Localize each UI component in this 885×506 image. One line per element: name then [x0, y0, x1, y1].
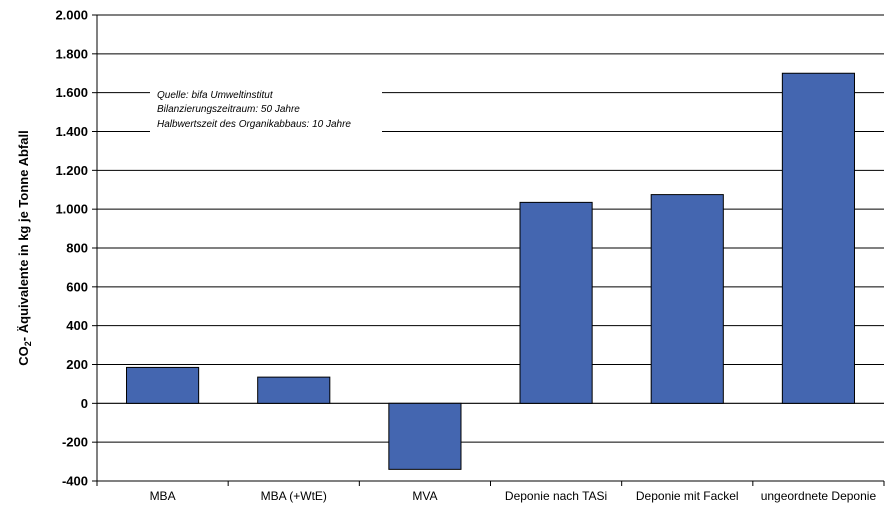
- bar: [388, 402, 462, 470]
- y-tick-label: 1.800: [55, 46, 88, 61]
- x-tick-label: Deponie nach TASi: [505, 489, 607, 503]
- y-tick-label: 2.000: [55, 8, 88, 23]
- x-tick-labels: MBA MBA (+WtE) MVA Deponie nach TASi Deponie…: [96, 481, 885, 503]
- y-tick-labels: 2.000 1.800 1.600 1.400 1.200 1.000 800 600 400 2…: [55, 8, 88, 489]
- y-tick-label: 200: [66, 357, 88, 372]
- y-axis-label: CO2- Äquivalente in kg je Tonne Abfall: [16, 130, 33, 365]
- y-tick-label: 1.600: [55, 85, 88, 100]
- bar: [781, 72, 855, 404]
- y-axis-label-rest: - Äquivalente in kg je Tonne Abfall: [16, 130, 31, 341]
- annotation: Quelle: bifa Umweltinstitut Bilanzierung…: [150, 85, 382, 141]
- bar: [126, 366, 200, 404]
- annotation-halflife: Halbwertszeit des Organikabbaus: 10 Jahr…: [157, 119, 351, 130]
- y-tick-label: 400: [66, 318, 88, 333]
- y-tick-label: -400: [62, 474, 88, 489]
- y-tick-label: 1.000: [55, 202, 88, 217]
- y-tick-label: 1.400: [55, 124, 88, 139]
- y-tick-label: 0: [81, 396, 88, 411]
- bars: [126, 72, 855, 470]
- y-axis-label-co: CO: [16, 346, 31, 366]
- y-tick-label: -200: [62, 435, 88, 450]
- x-tick-label: MBA: [150, 489, 176, 503]
- bar: [519, 201, 593, 404]
- x-tick-label: MBA (+WtE): [261, 489, 327, 503]
- bar: [257, 376, 331, 404]
- y-axis-label-subscript: 2: [23, 341, 33, 346]
- annotation-background: [150, 85, 382, 141]
- x-tick-label: Deponie mit Fackel: [636, 489, 739, 503]
- y-tick-label: 1.200: [55, 163, 88, 178]
- grid-lines: [92, 14, 884, 482]
- annotation-period: Bilanzierungszeitraum: 50 Jahre: [157, 104, 300, 115]
- x-tick-label: ungeordnete Deponie: [761, 489, 877, 503]
- bar: [650, 194, 724, 404]
- x-tick-label: MVA: [412, 489, 437, 503]
- annotation-source: Quelle: bifa Umweltinstitut: [157, 90, 274, 101]
- y-tick-label: 600: [66, 279, 88, 294]
- y-tick-label: 800: [66, 241, 88, 256]
